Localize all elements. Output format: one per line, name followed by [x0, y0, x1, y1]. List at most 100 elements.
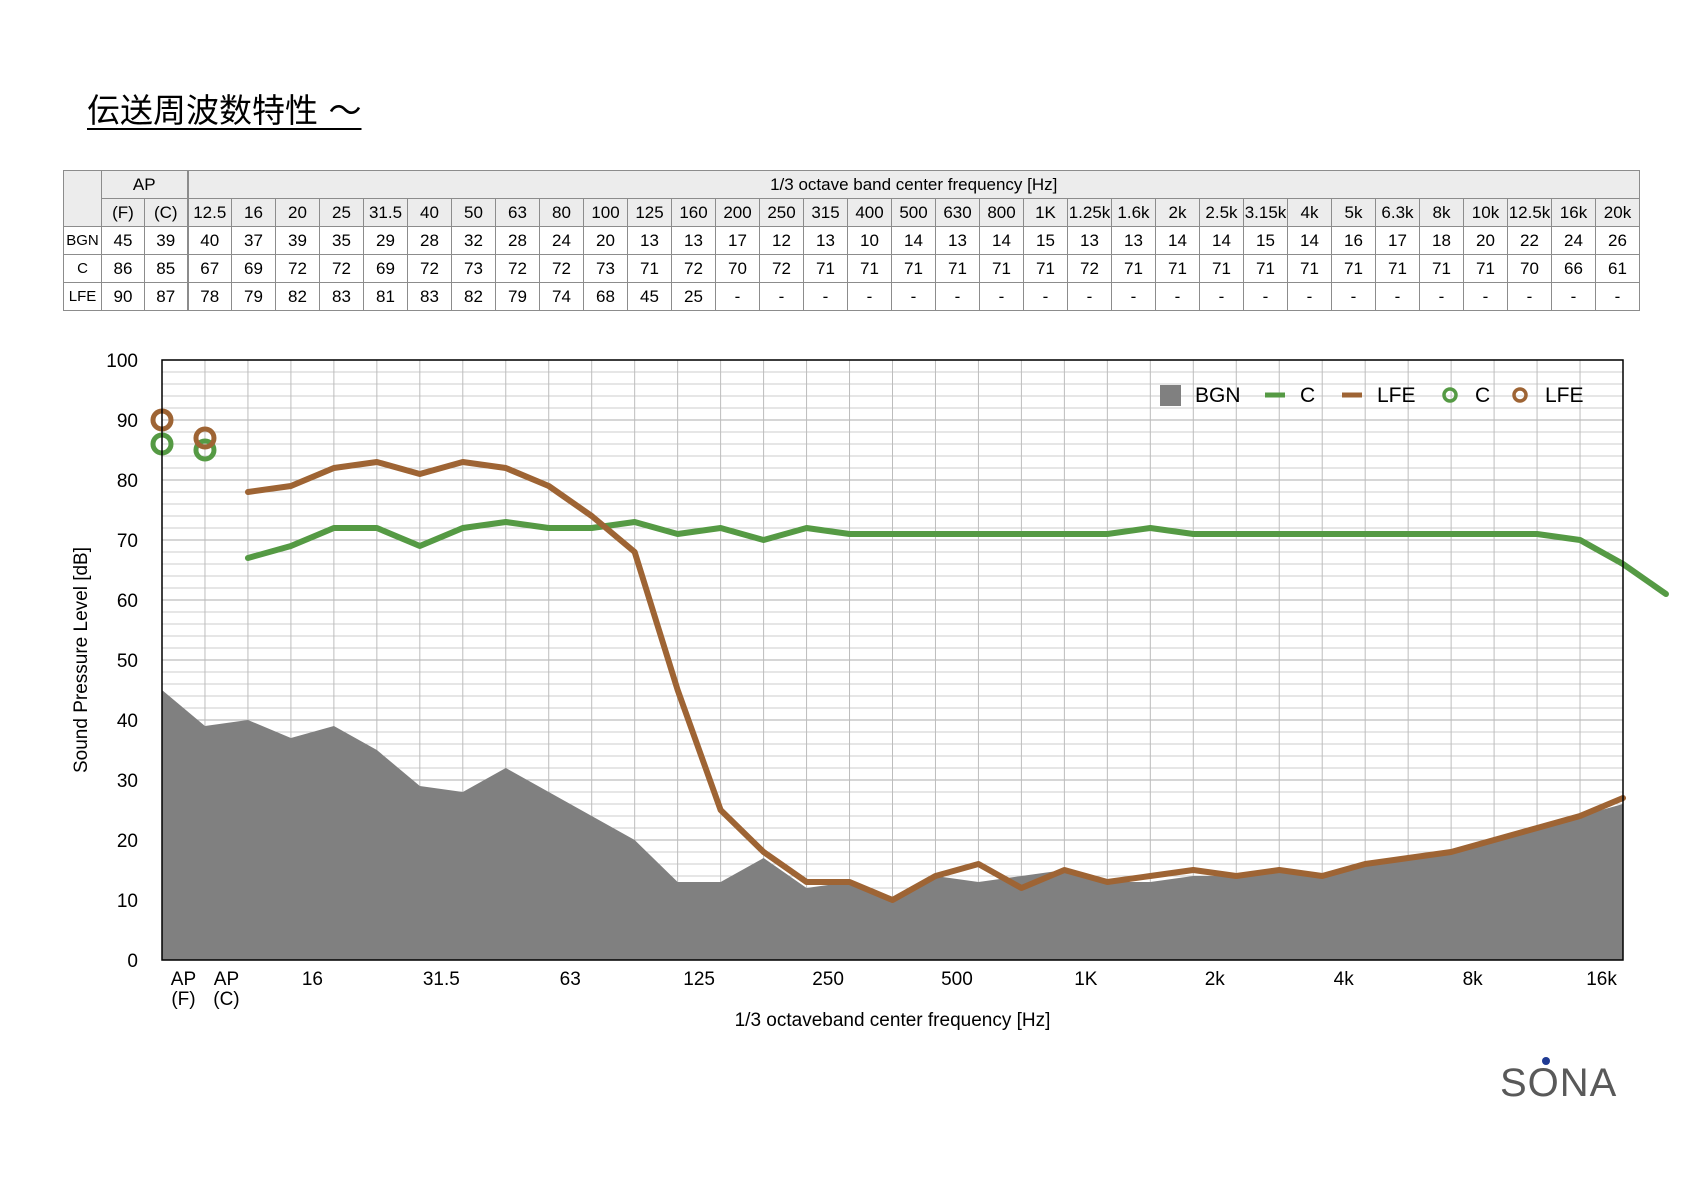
- table-cell: -: [803, 282, 848, 311]
- table-cell: 69: [231, 254, 276, 283]
- x-tick-label: 125: [683, 969, 715, 990]
- band-column-header: 800: [979, 198, 1024, 227]
- band-column-header: 16k: [1551, 198, 1596, 227]
- sona-logo: SONA: [1500, 1057, 1617, 1100]
- y-tick-label: 70: [117, 531, 138, 552]
- table-cell: -: [1595, 282, 1640, 311]
- table-cell: 32: [451, 226, 496, 255]
- legend-label: C: [1475, 384, 1490, 407]
- table-cell: 82: [451, 282, 496, 311]
- band-column-header: 160: [671, 198, 716, 227]
- table-cell: 45: [627, 282, 672, 311]
- table-cell: -: [1023, 282, 1068, 311]
- table-cell: 17: [1375, 226, 1420, 255]
- row-label: BGN: [63, 226, 102, 255]
- x-tick-label: 16k: [1586, 969, 1617, 990]
- x-tick-label-line: AP: [214, 969, 239, 990]
- data-table: AP 1/3 octave band center frequency [Hz](…: [63, 170, 1640, 311]
- table-cell: 17: [715, 226, 760, 255]
- band-column-header: 50: [451, 198, 496, 227]
- table-cell: 13: [671, 226, 716, 255]
- x-tick-label: 250: [812, 969, 844, 990]
- y-tick-label: 100: [106, 351, 138, 372]
- legend-label: LFE: [1545, 384, 1584, 407]
- table-cell: 66: [1551, 254, 1596, 283]
- table-cell: 24: [1551, 226, 1596, 255]
- table-cell: 25: [671, 282, 716, 311]
- band-column-header: 12.5k: [1507, 198, 1552, 227]
- table-cell: 71: [627, 254, 672, 283]
- table-cell: 87: [144, 282, 189, 311]
- x-tick-label-line: 16: [302, 969, 323, 990]
- table-cell: 81: [363, 282, 408, 311]
- band-column-header: 1K: [1023, 198, 1068, 227]
- row-label: LFE: [63, 282, 102, 311]
- legend-label: C: [1300, 384, 1315, 407]
- table-cell: 79: [495, 282, 540, 311]
- table-cell: 71: [1111, 254, 1156, 283]
- svg-text:SONA: SONA: [1500, 1061, 1617, 1100]
- y-tick-label: 20: [117, 831, 138, 852]
- table-cell: 13: [627, 226, 672, 255]
- table-cell: 85: [144, 254, 189, 283]
- table-cell: -: [1463, 282, 1508, 311]
- x-tick-label: 2k: [1205, 969, 1226, 990]
- table-cell: 71: [1463, 254, 1508, 283]
- bgn-area: [162, 690, 1623, 960]
- x-tick-label-line: 63: [560, 969, 581, 990]
- y-tick-label: 40: [117, 711, 138, 732]
- table-cell: 29: [363, 226, 408, 255]
- table-cell: 20: [583, 226, 628, 255]
- table-cell: 39: [275, 226, 320, 255]
- series-line-lfe: [244, 459, 1626, 903]
- table-cell: 83: [407, 282, 452, 311]
- ap-marker-c: [193, 438, 217, 462]
- x-tick-label-line: (C): [213, 989, 239, 1010]
- table-cell: 72: [1067, 254, 1112, 283]
- x-tick-label-line: AP: [171, 969, 196, 990]
- table-corner: [63, 170, 102, 227]
- x-tick-label-line: 125: [683, 969, 715, 990]
- y-tick-label: 80: [117, 471, 138, 492]
- table-cell: 14: [979, 226, 1024, 255]
- x-tick-label-line: 16k: [1586, 969, 1617, 990]
- table-cell: 70: [1507, 254, 1552, 283]
- y-tick-label: 60: [117, 591, 138, 612]
- x-tick-label: 8k: [1463, 969, 1484, 990]
- table-cell: 73: [451, 254, 496, 283]
- table-cell: -: [1199, 282, 1244, 311]
- y-tick-label: 90: [117, 411, 138, 432]
- table-cell: 83: [319, 282, 364, 311]
- table-cell: 16: [1331, 226, 1376, 255]
- band-column-header: 100: [583, 198, 628, 227]
- legend-swatch-marker: [1512, 387, 1528, 403]
- table-cell: -: [1243, 282, 1288, 311]
- table-cell: 72: [671, 254, 716, 283]
- ap-column-header: (C): [144, 198, 189, 227]
- x-tick-label-line: 250: [812, 969, 844, 990]
- ap-column-header: (F): [101, 198, 145, 227]
- table-cell: 13: [803, 226, 848, 255]
- table-cell: 70: [715, 254, 760, 283]
- table-cell: -: [1375, 282, 1420, 311]
- table-row: BGN 45 39 40 37 39 35 29 28 32 28 24 20 13 13 17 12 13 10 1…: [63, 226, 1640, 255]
- band-column-header: 315: [803, 198, 848, 227]
- x-tick-label: AP (C): [213, 969, 239, 1010]
- band-column-header: 20k: [1595, 198, 1640, 227]
- table-cell: 68: [583, 282, 628, 311]
- band-column-header: 8k: [1419, 198, 1464, 227]
- band-column-header: 5k: [1331, 198, 1376, 227]
- band-header: 1/3 octave band center frequency [Hz]: [187, 170, 1640, 199]
- table-cell: -: [891, 282, 936, 311]
- table-cell: 71: [1287, 254, 1332, 283]
- x-tick-label: 31.5: [423, 969, 460, 990]
- x-tick-label-line: 31.5: [423, 969, 460, 990]
- table-row: LFE 90 87 78 79 82 83 81 83 82 79 74 68 45 25- - - - - - - - -…: [63, 282, 1640, 311]
- table-cell: 71: [1375, 254, 1420, 283]
- table-cell: 35: [319, 226, 364, 255]
- table-cell: 15: [1023, 226, 1068, 255]
- table-cell: 71: [1331, 254, 1376, 283]
- x-tick-label: AP (F): [171, 969, 196, 1010]
- table-cell: -: [1067, 282, 1112, 311]
- table-cell: 72: [407, 254, 452, 283]
